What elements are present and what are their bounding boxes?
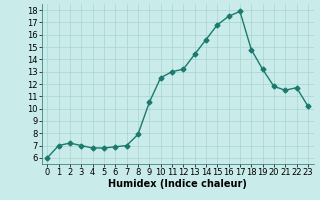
X-axis label: Humidex (Indice chaleur): Humidex (Indice chaleur) [108,179,247,189]
